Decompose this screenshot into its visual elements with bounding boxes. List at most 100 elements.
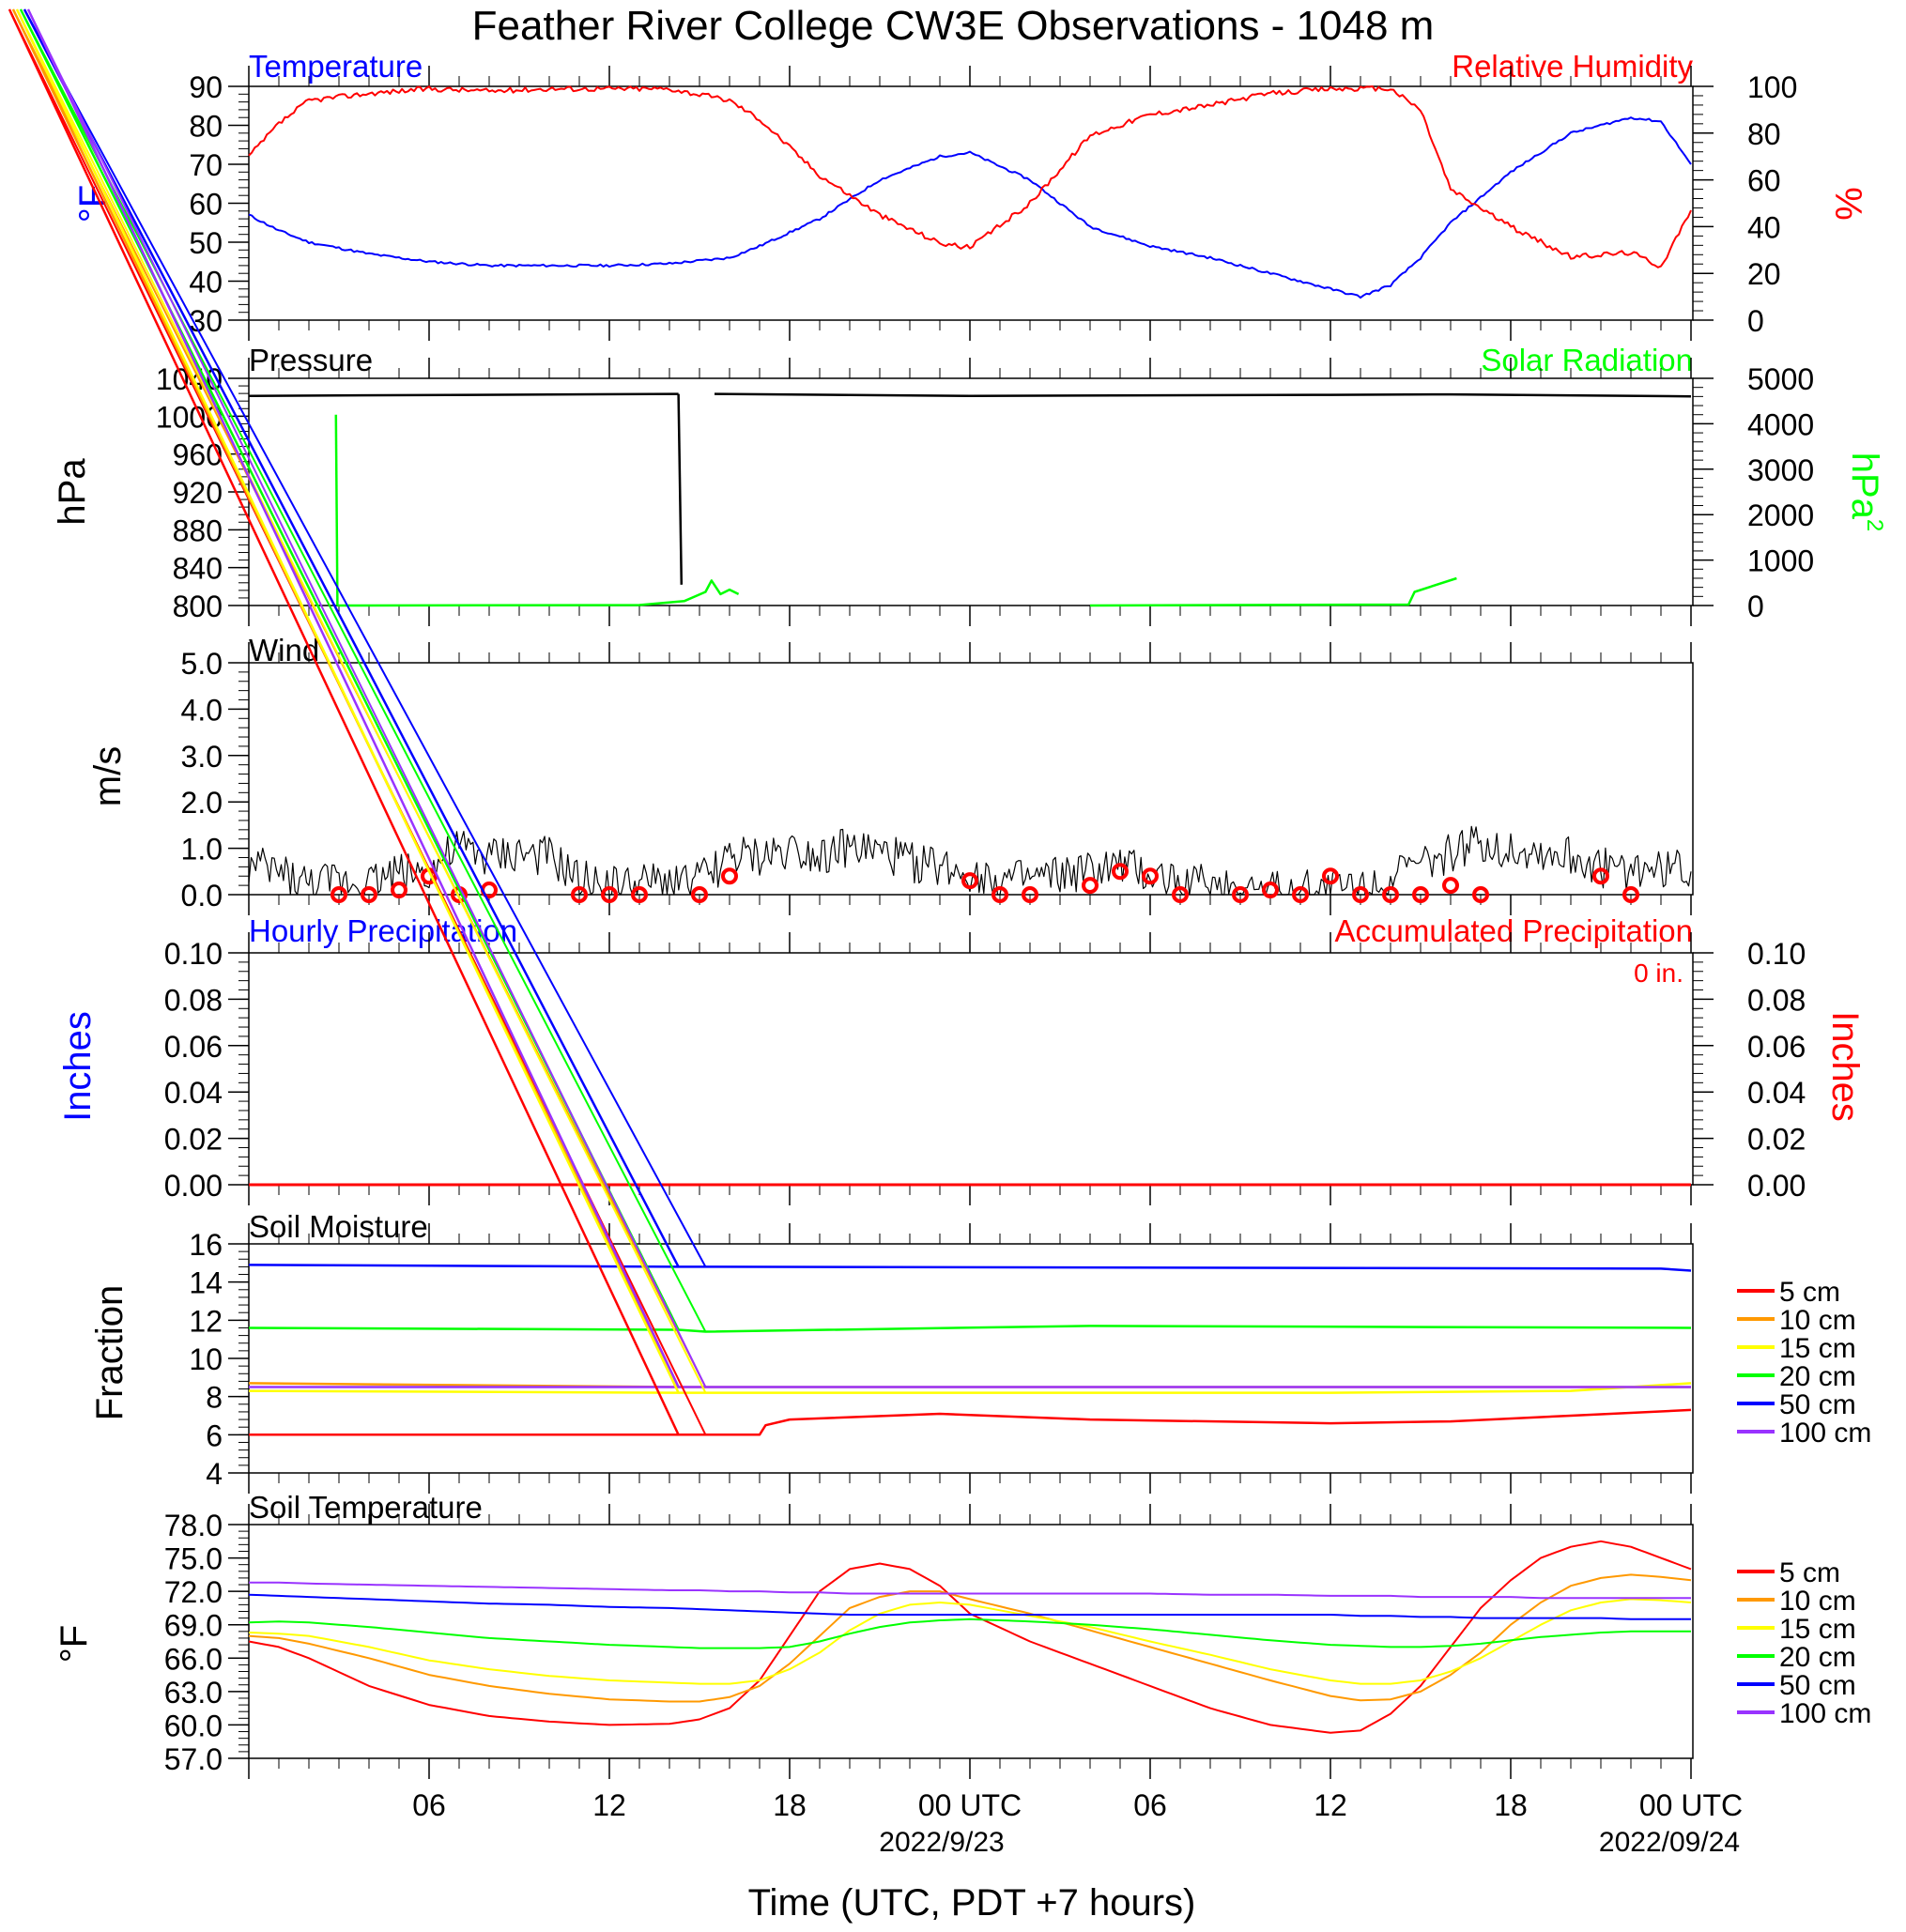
y-tick-label: 60 <box>189 188 223 222</box>
y-tick-label: 0.00 <box>164 1169 223 1203</box>
soil-moisture-line-20cm <box>248 1325 1692 1333</box>
plot-frame <box>248 952 1694 1186</box>
legend-label: 100 cm <box>1779 1418 1871 1449</box>
pressure-line-seg-0 <box>248 392 679 397</box>
panel-frame-1: 90 80 70 60 50 40 30 100 80 60 40 20 0 <box>189 66 1797 341</box>
legend-label: 10 cm <box>1779 1305 1856 1336</box>
y-tick-label: 50 <box>189 226 223 260</box>
y2-tick-label: 0.02 <box>1747 1123 1806 1157</box>
y-tick-label: 2.0 <box>181 786 223 820</box>
pressure-line-seg-2 <box>714 392 1692 398</box>
artifact-line-b-5 <box>27 8 707 1388</box>
y2-tick-label: 5000 <box>1747 362 1814 396</box>
soil-temp-line-15cm <box>248 1598 1692 1685</box>
wind-hourly-marker <box>1412 886 1429 903</box>
figure-title: Feather River College CW3E Observations … <box>472 3 1435 49</box>
accum-precip-value: 0 in. <box>1634 958 1683 988</box>
wind-hourly-marker <box>601 886 618 903</box>
y2-tick-label: 0.08 <box>1747 983 1806 1017</box>
y2-tick-label: 3000 <box>1747 453 1814 487</box>
y-tick-label: 6 <box>206 1418 223 1452</box>
accum-precip-title: Accumulated Precipitation <box>1334 913 1693 948</box>
pressure-panel-title: Pressure <box>249 343 373 377</box>
y2-tick-label: 40 <box>1747 210 1781 244</box>
y-tick-label: 30 <box>189 304 223 338</box>
y-tick-label: 4 <box>206 1457 223 1491</box>
wind-hourly-marker <box>691 886 708 903</box>
wind-hourly-marker <box>1622 886 1639 903</box>
wind-hourly-marker <box>361 886 377 903</box>
soil-moisture-line-15cm <box>248 1382 1692 1394</box>
artifact-line-a-4 <box>23 8 680 1267</box>
y2-tick-label: 0 <box>1747 304 1764 338</box>
soil-moisture-line-50cm <box>248 1264 1692 1272</box>
wind-hourly-marker <box>1142 867 1159 885</box>
y-tick-label: 80 <box>189 110 223 144</box>
wind-hourly-marker <box>1292 886 1309 903</box>
legend-label: 20 cm <box>1779 1361 1856 1392</box>
soil-moisture-axis-label: Fraction <box>89 1285 131 1421</box>
humidity-axis-label: % <box>1827 187 1868 221</box>
x-axis-label: Time (UTC, PDT +7 hours) <box>748 1882 1196 1924</box>
y-tick-label: 0.10 <box>164 937 223 971</box>
pressure-axis-label: hPa <box>52 458 93 526</box>
plot-frame <box>248 85 1694 321</box>
wind-hourly-marker <box>721 867 738 885</box>
y-tick-label: 880 <box>173 514 223 547</box>
y-tick-label: 1.0 <box>181 833 223 866</box>
solar-line-seg-2 <box>1089 576 1457 607</box>
artifact-line-b-4 <box>23 8 707 1267</box>
y2-tick-label: 0.06 <box>1747 1030 1806 1064</box>
artifact-line-a-5 <box>26 8 680 1388</box>
wind-speed-line <box>248 825 1692 896</box>
panel-frame-2: 1040100096092088084080050004000300020001… <box>156 358 1814 626</box>
panel-precipitation: Hourly Precipitation Accumulated Precipi… <box>57 913 1866 1122</box>
y-tick-label: 75.0 <box>164 1542 223 1576</box>
wind-hourly-marker <box>1022 886 1038 903</box>
y-tick-label: 0.08 <box>164 983 223 1017</box>
soil-temp-line-20cm <box>248 1618 1691 1649</box>
y-tick-label: 0.04 <box>164 1076 223 1110</box>
artifact-line-a-0 <box>8 8 680 1435</box>
y2-tick-label: 100 <box>1747 70 1797 104</box>
y-tick-label: 16 <box>189 1228 223 1262</box>
x-tick-label: 18 <box>773 1788 807 1822</box>
artifact-line-b-3 <box>20 8 707 1332</box>
legend-label: 10 cm <box>1779 1586 1856 1617</box>
panel-temperature-humidity: Temperature Relative Humidity °F % <box>72 49 1868 222</box>
plot-frame <box>248 1524 1694 1759</box>
panel-wind: Wind m/s <box>87 633 319 806</box>
plot-frame <box>248 377 1694 606</box>
y-tick-label: 57.0 <box>164 1742 223 1776</box>
y2-tick-label: 1000 <box>1747 544 1814 578</box>
diagonal-artifact-lines <box>8 8 707 1435</box>
x-tick-labels: 06 12 18 00 UTC 06 12 18 00 UTC <box>412 1788 1743 1822</box>
y2-tick-label: 60 <box>1747 164 1781 198</box>
panel-pressure-solar: Pressure Solar Radiation hPa hPa2 <box>52 343 1887 531</box>
wind-hourly-marker <box>1112 863 1129 881</box>
soil-temp-line-100cm <box>249 1581 1691 1600</box>
legend-label: 20 cm <box>1779 1642 1856 1673</box>
wind-hourly-marker <box>1262 882 1279 899</box>
y-tick-label: 840 <box>173 552 223 586</box>
temperature-panel-title: Temperature <box>249 49 423 84</box>
y2-tick-label: 0.10 <box>1747 937 1806 971</box>
soil-moisture-line-5cm <box>249 1408 1692 1436</box>
plot-frame <box>248 662 1694 896</box>
panel-frame-4: 0.10 0.08 0.06 0.04 0.02 0.00 0.10 0.08 0.06 0.04… <box>164 932 1806 1205</box>
y-tick-label: 72.0 <box>164 1575 223 1609</box>
soil-temp-line-50cm <box>248 1593 1691 1620</box>
solar-axis-label-group: hPa2 <box>1844 452 1887 532</box>
y-tick-label: 10 <box>189 1342 223 1376</box>
y-tick-label: 70 <box>189 148 223 182</box>
y-tick-label: 4.0 <box>181 693 223 727</box>
soil-temp-title: Soil Temperature <box>249 1490 483 1525</box>
wind-hourly-marker <box>1322 867 1339 885</box>
y-tick-label: 69.0 <box>164 1609 223 1643</box>
legend-label: 50 cm <box>1779 1670 1856 1701</box>
